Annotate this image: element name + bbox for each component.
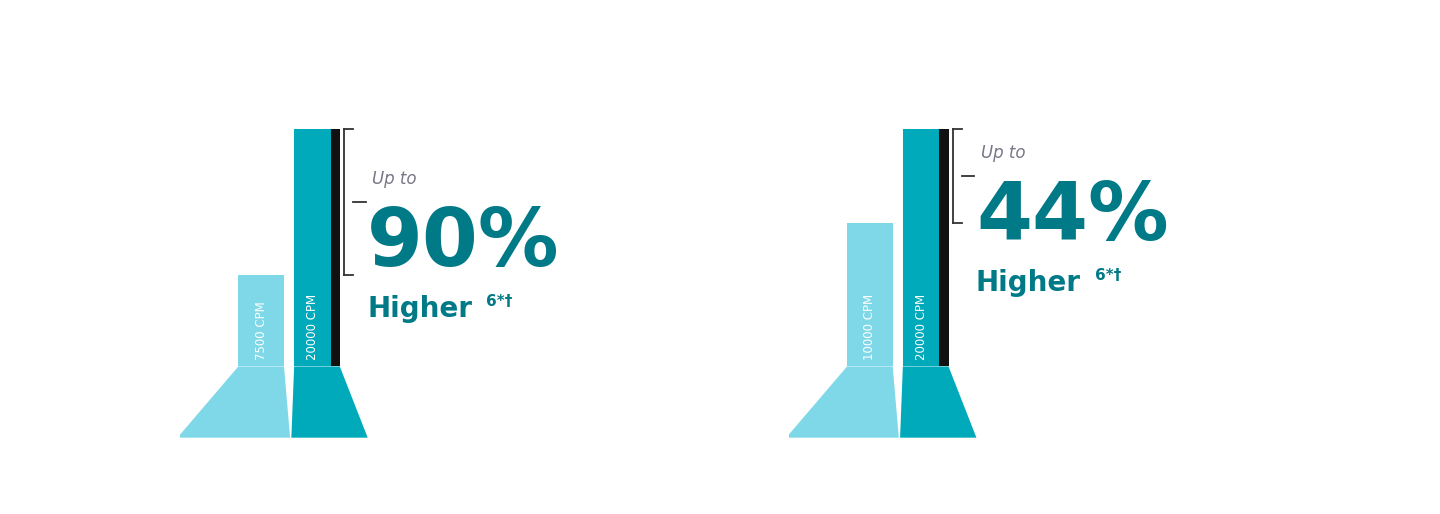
Bar <box>331 129 340 366</box>
Polygon shape <box>291 366 367 438</box>
Text: 6*†: 6*† <box>487 295 513 309</box>
Text: 44%: 44% <box>976 179 1168 257</box>
Text: Up to: Up to <box>373 170 416 188</box>
Bar <box>939 129 949 366</box>
Polygon shape <box>177 366 289 438</box>
Text: 20000 CPM: 20000 CPM <box>914 295 927 360</box>
Text: 90%: 90% <box>367 205 560 283</box>
Text: Higher: Higher <box>367 295 472 323</box>
Text: 6*†: 6*† <box>1094 268 1122 283</box>
Polygon shape <box>786 366 899 438</box>
Text: Higher: Higher <box>976 269 1081 297</box>
Text: 20000 CPM: 20000 CPM <box>305 295 318 360</box>
Bar <box>847 224 893 366</box>
Text: 7500 CPM: 7500 CPM <box>255 302 268 360</box>
Bar <box>294 129 340 366</box>
Bar <box>903 129 949 366</box>
Text: Up to: Up to <box>981 144 1025 162</box>
Polygon shape <box>900 366 976 438</box>
Text: 10000 CPM: 10000 CPM <box>864 295 877 360</box>
Bar <box>239 276 284 366</box>
